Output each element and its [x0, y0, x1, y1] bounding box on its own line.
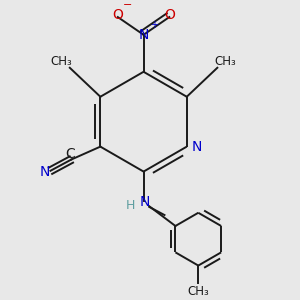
- Text: CH₃: CH₃: [51, 56, 73, 68]
- Text: N: N: [192, 140, 202, 154]
- Text: −: −: [123, 0, 132, 10]
- Text: +: +: [150, 20, 158, 30]
- Text: N: N: [138, 28, 149, 42]
- Text: CH₃: CH₃: [214, 56, 236, 68]
- Text: C: C: [65, 147, 75, 161]
- Text: N: N: [140, 195, 150, 209]
- Text: N: N: [40, 165, 50, 179]
- Text: CH₃: CH₃: [188, 285, 209, 298]
- Text: O: O: [164, 8, 175, 22]
- Text: H: H: [126, 199, 135, 212]
- Text: O: O: [112, 8, 123, 22]
